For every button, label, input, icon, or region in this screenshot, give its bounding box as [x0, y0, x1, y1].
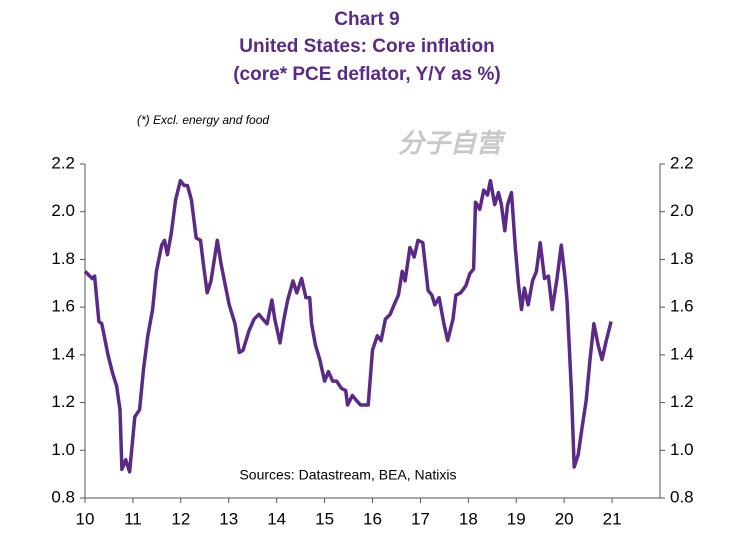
x-tick-label: 17 [411, 509, 430, 528]
y-tick-label: 1.2 [51, 392, 75, 411]
chart-subtitle: (core* PCE deflator, Y/Y as %) [233, 64, 501, 85]
chart-title: Chart 9 [334, 9, 399, 30]
x-tick-label: 21 [603, 509, 622, 528]
x-tick-label: 12 [171, 509, 190, 528]
x-tick-label: 20 [555, 509, 574, 528]
x-tick-label: 13 [219, 509, 238, 528]
line-series [83, 178, 613, 474]
x-tick-label: 19 [507, 509, 526, 528]
x-tick-label: 16 [363, 509, 382, 528]
y-tick-label: 1.8 [51, 249, 75, 268]
chart-subtitle: United States: Core inflation [239, 36, 494, 57]
watermark: 分子自营 [398, 128, 506, 158]
x-tick-label: 15 [315, 509, 334, 528]
y2-tick-label: 1.4 [670, 344, 694, 363]
y2-tick-label: 2.2 [670, 153, 694, 172]
y-tick-label: 1.0 [51, 440, 75, 459]
y2-tick-label: 0.8 [670, 487, 694, 506]
y-tick-label: 0.8 [51, 487, 75, 506]
x-tick-label: 11 [124, 509, 142, 528]
y2-tick-label: 1.0 [670, 440, 694, 459]
y-tick-label: 1.6 [51, 297, 75, 316]
x-tick-label: 18 [459, 509, 478, 528]
source: Sources: Datastream, BEA, Natixis [239, 467, 456, 483]
x-tick-label: 10 [76, 509, 95, 528]
y2-tick-label: 1.8 [670, 249, 694, 268]
y2-tick-label: 1.2 [670, 392, 694, 411]
y-tick-label: 2.0 [51, 201, 75, 220]
x-tick-label: 14 [267, 509, 286, 528]
y2-tick-label: 1.6 [670, 297, 694, 316]
y-tick-label: 1.4 [51, 344, 75, 363]
y-tick-label: 2.2 [51, 153, 75, 172]
note: (*) Excl. energy and food [137, 113, 269, 127]
y2-tick-label: 2.0 [670, 201, 694, 220]
